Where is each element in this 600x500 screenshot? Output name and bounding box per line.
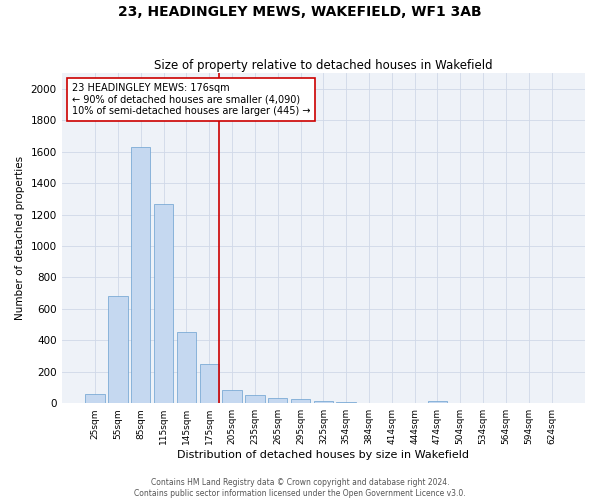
- Bar: [291, 400, 310, 403]
- Text: 23, HEADINGLEY MEWS, WAKEFIELD, WF1 3AB: 23, HEADINGLEY MEWS, WAKEFIELD, WF1 3AB: [118, 5, 482, 19]
- Bar: [245, 396, 265, 403]
- Text: 23 HEADINGLEY MEWS: 176sqm
← 90% of detached houses are smaller (4,090)
10% of s: 23 HEADINGLEY MEWS: 176sqm ← 90% of deta…: [72, 83, 311, 116]
- Bar: [200, 364, 219, 403]
- Bar: [108, 296, 128, 403]
- Y-axis label: Number of detached properties: Number of detached properties: [15, 156, 25, 320]
- Bar: [268, 398, 287, 403]
- Bar: [223, 390, 242, 403]
- Bar: [177, 332, 196, 403]
- Text: Contains HM Land Registry data © Crown copyright and database right 2024.
Contai: Contains HM Land Registry data © Crown c…: [134, 478, 466, 498]
- X-axis label: Distribution of detached houses by size in Wakefield: Distribution of detached houses by size …: [178, 450, 469, 460]
- Bar: [314, 401, 333, 403]
- Bar: [85, 394, 105, 403]
- Title: Size of property relative to detached houses in Wakefield: Size of property relative to detached ho…: [154, 59, 493, 72]
- Bar: [337, 402, 356, 403]
- Bar: [154, 204, 173, 403]
- Bar: [131, 147, 151, 403]
- Bar: [428, 401, 447, 403]
